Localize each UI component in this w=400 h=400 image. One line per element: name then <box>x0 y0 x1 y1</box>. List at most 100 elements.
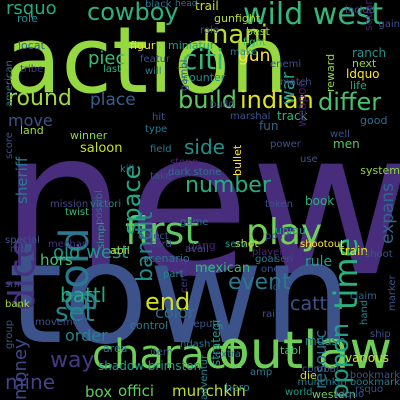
cloud-word: well <box>330 129 350 140</box>
cloud-word: serv <box>225 239 247 250</box>
cloud-word: charact <box>92 332 243 378</box>
cloud-word: use <box>300 154 318 165</box>
cloud-word: victori <box>90 199 122 210</box>
cloud-word: build <box>210 99 235 110</box>
cloud-word: movement <box>35 317 90 328</box>
cloud-word: make <box>230 47 258 58</box>
cloud-word: shot <box>235 237 259 250</box>
cloud-word: land <box>20 124 44 137</box>
cloud-word: adventur <box>199 354 210 400</box>
cloud-word: marker <box>387 275 398 311</box>
cloud-word: cowboy <box>87 0 179 26</box>
cloud-word: mine <box>5 370 56 394</box>
cloud-word: hors <box>40 251 73 269</box>
cloud-word: gang <box>188 239 216 252</box>
cloud-word: enemi <box>270 59 302 70</box>
cloud-word: last <box>103 64 122 75</box>
cloud-word: take <box>150 171 172 182</box>
cloud-word: place <box>90 90 136 110</box>
cloud-word: seri <box>275 254 294 265</box>
cloud-word: area <box>103 342 128 355</box>
cloud-word: field <box>150 144 172 155</box>
cloud-word: various <box>345 351 389 365</box>
cloud-word: avail <box>185 244 209 255</box>
cloud-word: gambl <box>179 60 190 92</box>
cloud-word: book <box>305 194 335 208</box>
cloud-word: order <box>65 326 108 345</box>
cloud-word: part <box>163 269 184 280</box>
cloud-word: match <box>280 77 312 88</box>
cloud-word: rule <box>305 254 333 270</box>
cloud-word: mani <box>203 20 268 50</box>
cloud-word: abil <box>110 244 130 257</box>
cloud-word: dark stone <box>168 167 222 178</box>
cloud-word: mechan <box>48 239 89 250</box>
cloud-word: citi <box>182 43 224 76</box>
cloud-word: american <box>4 60 15 107</box>
cloud-word: round <box>8 86 72 111</box>
cloud-word: special <box>5 235 40 246</box>
cloud-word: includ <box>345 5 376 16</box>
cloud-word: score <box>4 132 15 159</box>
cloud-word: event <box>228 270 291 295</box>
cloud-word: indian <box>240 86 314 114</box>
cloud-word: life <box>350 79 367 92</box>
cloud-word: head <box>175 0 198 9</box>
cloud-word: control <box>130 319 169 332</box>
cloud-word: first <box>125 209 200 253</box>
cloud-word: saloon <box>80 141 123 156</box>
cloud-word: ldquo <box>346 67 380 81</box>
cloud-word: tribe <box>20 64 44 75</box>
cloud-word: scenario <box>143 252 190 265</box>
cloud-word: combat <box>302 364 340 375</box>
cloud-word: men <box>333 137 360 151</box>
cloud-word: set <box>55 298 95 328</box>
cloud-word: old west <box>53 242 129 263</box>
cloud-word: next <box>352 57 377 70</box>
cloud-word: fight <box>243 37 266 48</box>
cloud-word: bookmark <box>349 370 400 381</box>
cloud-word: munchkin bookmark <box>297 377 400 388</box>
cloud-word: side <box>184 135 225 159</box>
cloud-word: hit <box>152 112 166 123</box>
cloud-word: move <box>8 111 53 130</box>
cloud-word: play <box>246 212 323 253</box>
cloud-word: fun <box>259 119 279 133</box>
cloud-word: token <box>265 199 293 210</box>
cloud-word: gun <box>238 46 271 66</box>
cloud-word: new <box>0 88 400 321</box>
cloud-word: kill <box>120 164 135 175</box>
cloud-word: mexican <box>195 261 251 276</box>
cloud-word: uniqu <box>275 224 306 237</box>
cloud-word: hand <box>359 300 370 326</box>
cloud-word: black <box>145 0 172 10</box>
cloud-word: rsquo <box>6 0 57 19</box>
cloud-word: world <box>285 387 313 398</box>
cloud-word: differ <box>318 88 382 116</box>
cloud-word: card <box>150 239 172 250</box>
cloud-word: point <box>265 231 291 242</box>
cloud-word: gain <box>378 19 400 30</box>
cloud-word: deputi <box>187 319 219 330</box>
cloud-word: ranch <box>352 46 387 60</box>
cloud-word: system <box>360 164 400 177</box>
cloud-word: ship <box>370 329 391 340</box>
cloud-word: end <box>145 288 191 316</box>
cloud-word: good <box>360 114 388 127</box>
cloud-word: will <box>145 66 162 77</box>
cloud-word: offici <box>118 382 155 400</box>
cloud-word: item <box>150 347 173 358</box>
cloud-word: track <box>277 109 308 123</box>
cloud-word: player <box>252 247 284 258</box>
cloud-word: featur <box>140 54 171 65</box>
cloud-word: sheriff <box>13 157 31 205</box>
cloud-word: bullet <box>231 145 244 177</box>
cloud-word: simpl <box>96 222 107 249</box>
cloud-word: cattl <box>290 293 333 315</box>
cloud-word: town <box>8 213 352 376</box>
cloud-word: counter <box>183 71 226 84</box>
cloud-word: die <box>300 369 317 382</box>
cloud-word: type <box>145 124 168 135</box>
cloud-word: role <box>200 25 219 36</box>
